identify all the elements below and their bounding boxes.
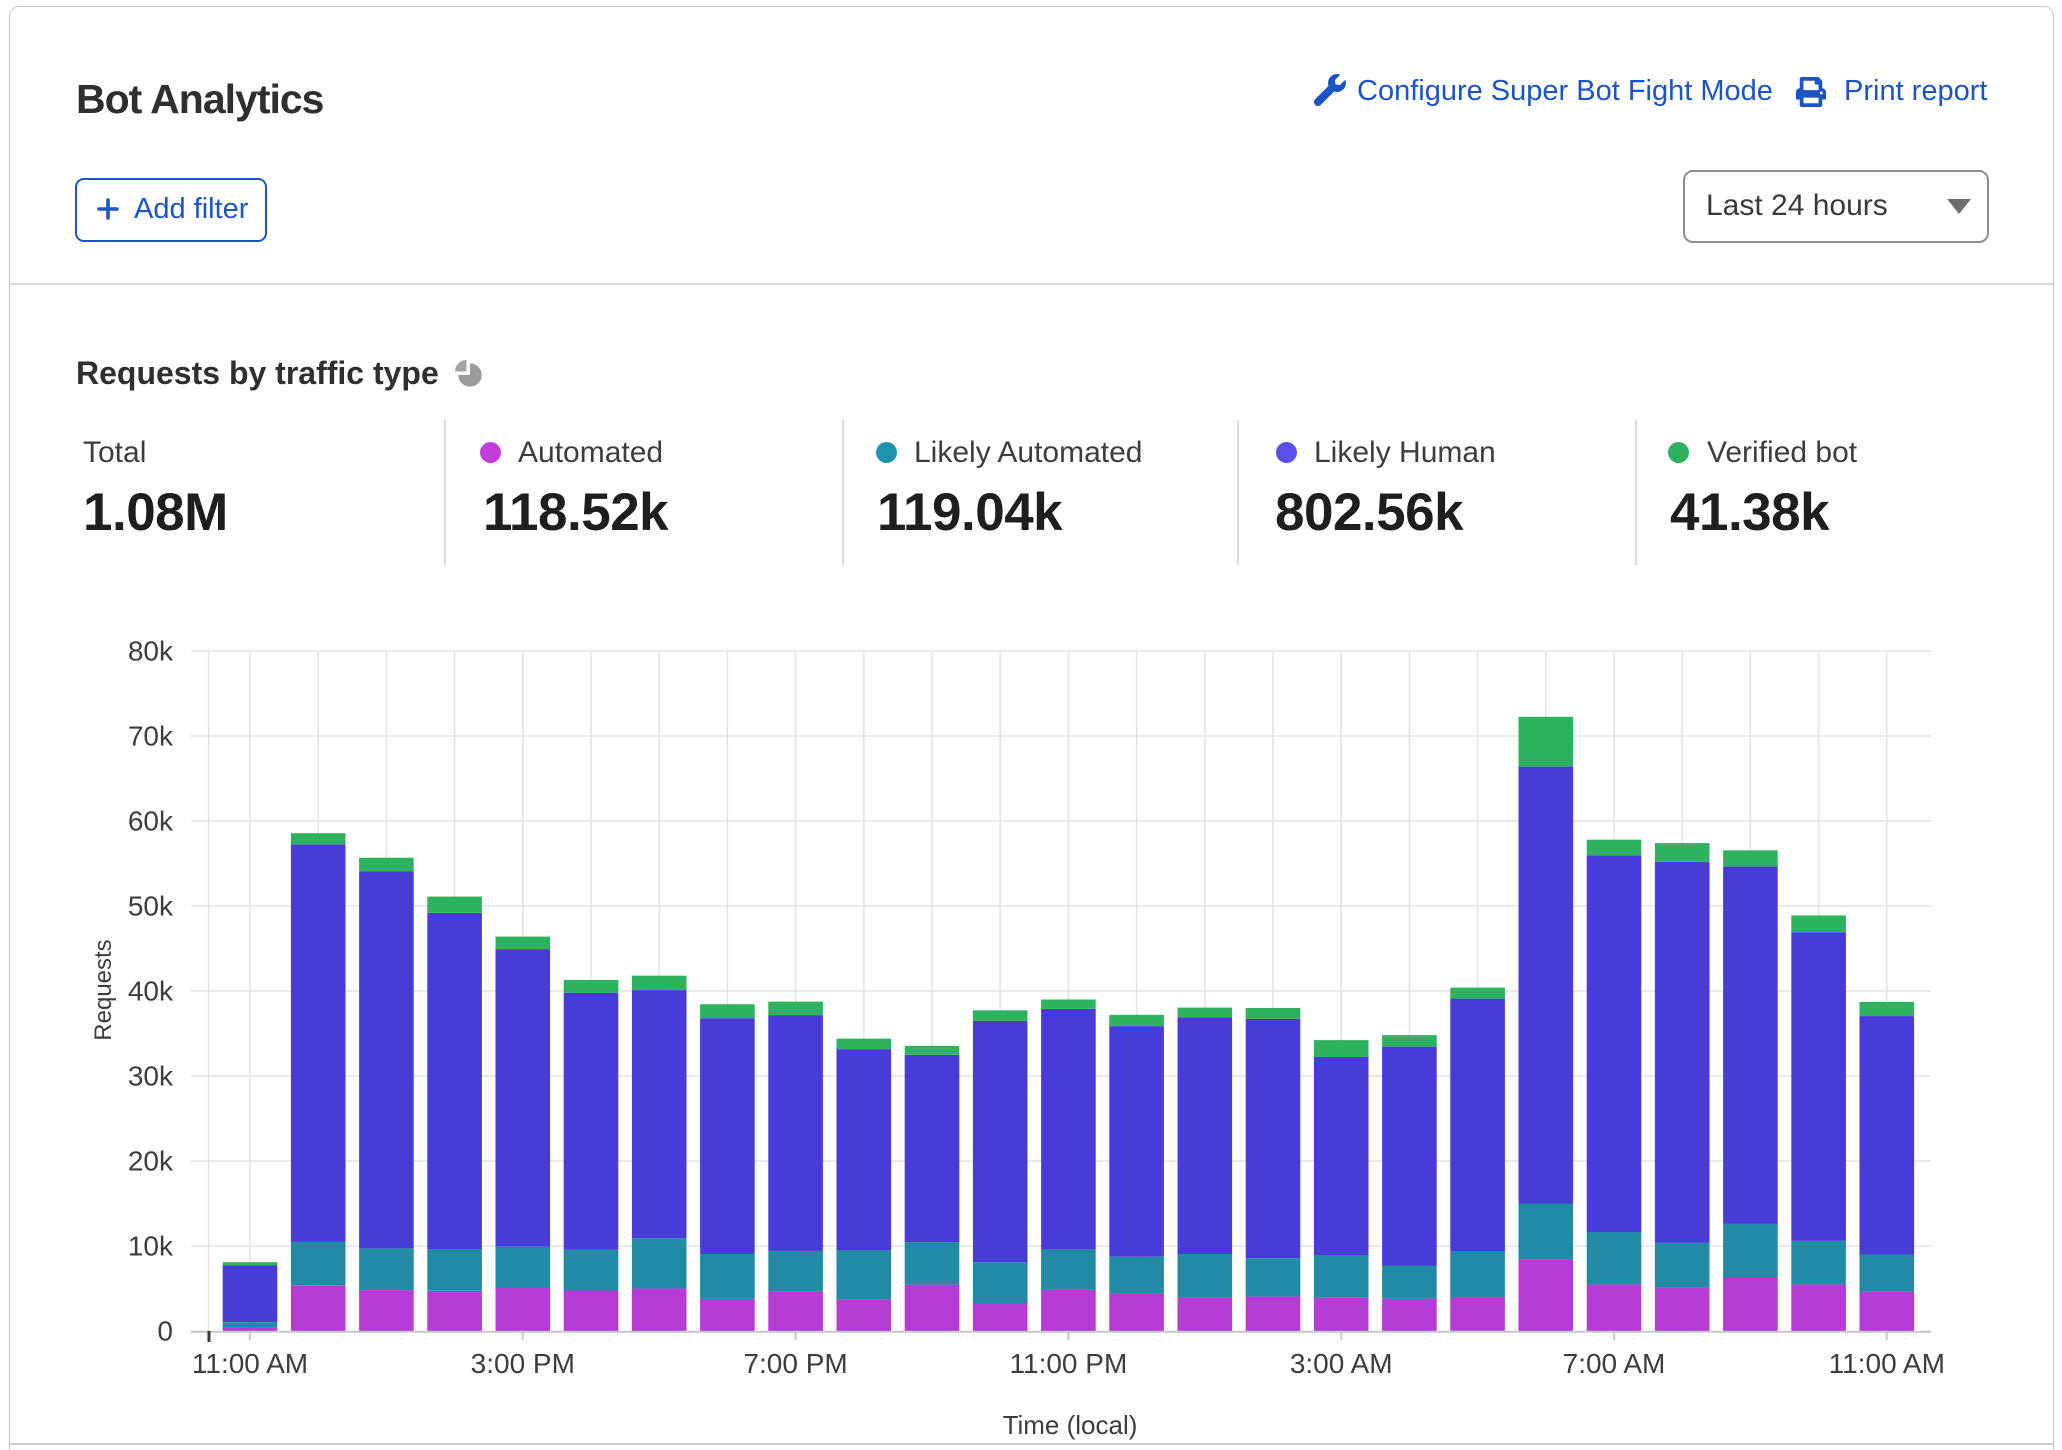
svg-text:7:00 PM: 7:00 PM bbox=[743, 1348, 847, 1379]
svg-text:11:00 AM: 11:00 AM bbox=[1829, 1348, 1945, 1379]
svg-text:70k: 70k bbox=[128, 721, 174, 752]
svg-text:20k: 20k bbox=[128, 1146, 174, 1177]
svg-text:10k: 10k bbox=[128, 1231, 174, 1262]
svg-text:80k: 80k bbox=[128, 636, 174, 667]
svg-text:11:00 AM: 11:00 AM bbox=[192, 1348, 308, 1379]
svg-text:7:00 AM: 7:00 AM bbox=[1563, 1348, 1666, 1379]
svg-text:30k: 30k bbox=[128, 1061, 174, 1092]
svg-text:3:00 AM: 3:00 AM bbox=[1290, 1348, 1393, 1379]
svg-text:11:00 PM: 11:00 PM bbox=[1010, 1348, 1128, 1379]
svg-text:Time (local): Time (local) bbox=[1003, 1410, 1138, 1440]
svg-text:60k: 60k bbox=[128, 806, 174, 837]
svg-text:Requests: Requests bbox=[90, 939, 117, 1040]
svg-text:0: 0 bbox=[157, 1316, 173, 1347]
svg-text:3:00 PM: 3:00 PM bbox=[471, 1348, 575, 1379]
svg-text:50k: 50k bbox=[128, 891, 174, 922]
svg-text:40k: 40k bbox=[128, 976, 174, 1007]
